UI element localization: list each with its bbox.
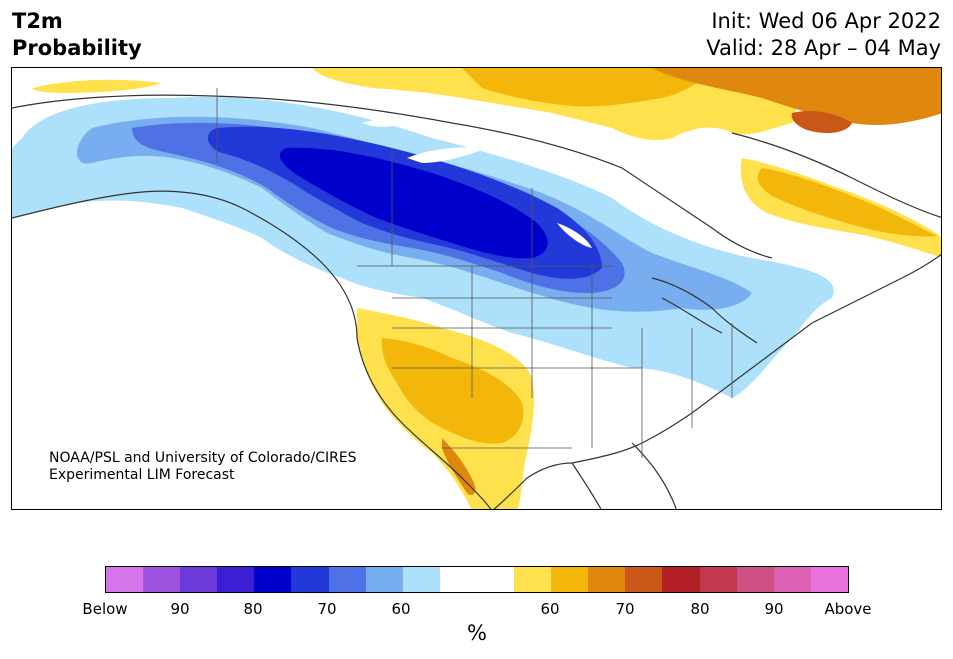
colorbar-tick-label: 70	[317, 600, 337, 618]
colorbar-tick-label: 70	[615, 600, 635, 618]
colorbar-tick-label: 90	[170, 600, 190, 618]
colorbar-swatch	[773, 567, 811, 592]
title-left: T2m Probability	[12, 8, 142, 62]
lake-shape	[362, 119, 402, 127]
colorbar-swatch	[328, 567, 366, 592]
title-right: Init: Wed 06 Apr 2022 Valid: 28 Apr – 04…	[706, 8, 941, 62]
above-70-southwest	[381, 338, 524, 444]
map-panel	[11, 67, 942, 510]
colorbar-swatch	[254, 567, 292, 592]
colorbar-swatch	[180, 567, 218, 592]
above-70-north	[462, 68, 712, 107]
product-label: Probability	[12, 36, 142, 60]
colorbar-swatch	[291, 567, 329, 592]
below-core-area	[279, 147, 548, 259]
credit-line-1: NOAA/PSL and University of Colorado/CIRE…	[49, 450, 357, 466]
colorbar-tick-label: 80	[243, 600, 263, 618]
lake-shape	[407, 147, 487, 163]
valid-range: Valid: 28 Apr – 04 May	[706, 36, 941, 60]
colorbar-tick-label: 60	[391, 600, 411, 618]
colorbar-swatch	[625, 567, 663, 592]
coastlines	[12, 94, 941, 509]
colorbar-tick-label: 80	[690, 600, 710, 618]
colorbar-tick-label: 60	[540, 600, 560, 618]
colorbar-tick-label: Below	[82, 600, 128, 618]
probability-map	[12, 68, 941, 509]
colorbar-tick-label: 90	[764, 600, 784, 618]
above-80-baja	[442, 438, 476, 495]
colorbar-swatch	[402, 567, 440, 592]
credit-line-2: Experimental LIM Forecast	[49, 467, 235, 483]
colorbar-unit: %	[467, 621, 487, 645]
variable-label: T2m	[12, 9, 63, 33]
above-80-greenland	[652, 68, 941, 125]
above-90-greenland	[791, 111, 852, 134]
political-borders	[216, 88, 733, 458]
colorbar-tick-label: Above	[824, 600, 872, 618]
colorbar-swatch	[551, 567, 589, 592]
colorbar-swatch	[217, 567, 255, 592]
colorbar-swatch	[106, 567, 144, 592]
colorbar-swatch	[439, 567, 477, 592]
colorbar-swatch	[736, 567, 774, 592]
colorbar-swatch	[476, 567, 515, 592]
colorbar-swatch	[514, 567, 552, 592]
above-60-alaska-north	[32, 79, 162, 93]
colorbar-swatch	[810, 567, 848, 592]
colorbar-swatch	[588, 567, 626, 592]
colorbar-swatch	[699, 567, 737, 592]
colorbar-swatch	[662, 567, 700, 592]
init-date: Init: Wed 06 Apr 2022	[711, 9, 941, 33]
colorbar	[105, 566, 849, 593]
above-70-east	[757, 168, 937, 237]
colorbar-swatch	[365, 567, 403, 592]
lake-shape	[557, 223, 592, 248]
credit-text: NOAA/PSL and University of Colorado/CIRE…	[49, 450, 357, 484]
colorbar-swatch	[143, 567, 181, 592]
